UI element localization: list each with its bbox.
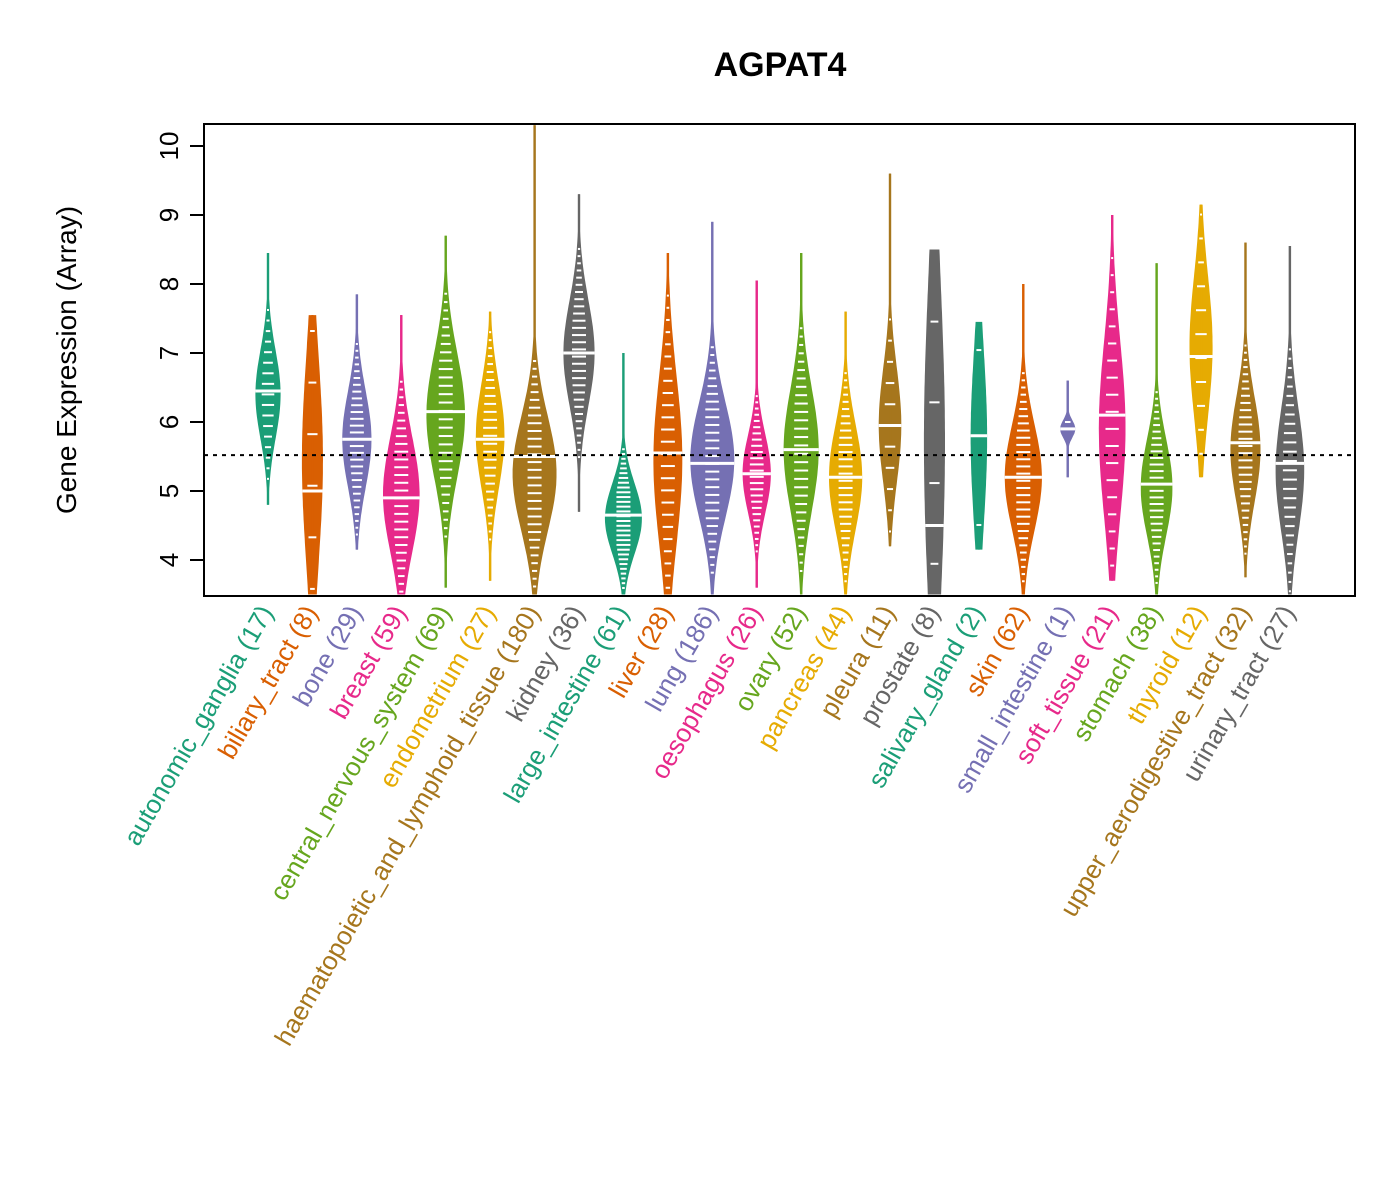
y-axis-label: Gene Expression (Array)	[51, 206, 82, 514]
plot-frame	[203, 123, 1356, 597]
y-tick-label: 4	[154, 553, 184, 567]
violin-large_intestine	[604, 353, 642, 595]
violin-endometrium	[475, 311, 505, 581]
y-axis: 4 5 6 7 8 9 10	[154, 132, 204, 567]
violin-salivary_gland	[970, 321, 988, 550]
violin-ovary	[783, 252, 819, 595]
violin-liver	[653, 252, 683, 595]
violin-small_intestine	[1060, 380, 1076, 478]
violin-thyroid	[1189, 204, 1213, 478]
y-tick-label: 8	[154, 277, 184, 291]
violin-oesophagus	[742, 280, 771, 588]
y-tick-label: 7	[154, 346, 184, 360]
violin-prostate	[923, 249, 945, 595]
violin-soft_tissue	[1098, 215, 1126, 581]
y-tick-label: 6	[154, 415, 184, 429]
violin-skin	[1004, 284, 1042, 595]
violin-urinary_tract	[1275, 246, 1305, 595]
violin-pancreas	[828, 311, 863, 595]
violin-breast	[383, 315, 420, 595]
violin-autonomic_ganglia	[255, 252, 281, 505]
y-tick-label: 5	[154, 484, 184, 498]
violin-stomach	[1140, 263, 1173, 595]
violin-haematopoietic_and_lymphoid_tissue	[512, 125, 557, 595]
violins	[255, 125, 1305, 595]
violin-central_nervous_system	[426, 235, 465, 588]
y-tick-label: 10	[154, 132, 184, 161]
violin-lung	[690, 221, 735, 595]
violin-upper_aerodigestive_tract	[1230, 242, 1261, 578]
x-axis-labels: autonomic_ganglia (17)biliary_tract (8)b…	[117, 600, 1301, 1051]
violin-pleura	[878, 173, 902, 547]
violin-kidney	[563, 194, 595, 512]
y-tick-label: 9	[154, 208, 184, 222]
violin-bone	[342, 294, 372, 550]
chart-title: AGPAT4	[714, 46, 847, 84]
